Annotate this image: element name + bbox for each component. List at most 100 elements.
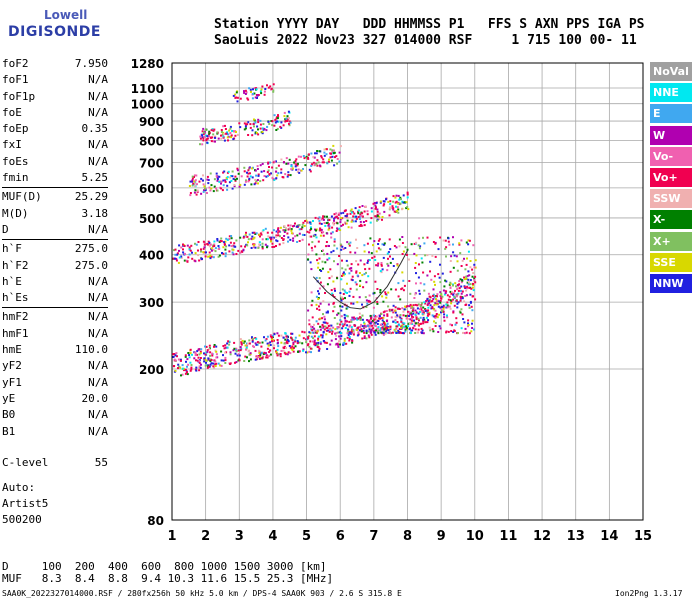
spread-point	[406, 253, 408, 256]
trace-point	[273, 339, 275, 342]
spread-point	[431, 294, 434, 297]
trace-point	[378, 329, 381, 332]
spread-point	[472, 272, 475, 274]
trace-point	[343, 343, 346, 346]
trace-point	[359, 325, 362, 328]
profile-curve	[312, 250, 408, 310]
trace-point	[222, 184, 225, 187]
spread-point	[414, 303, 417, 306]
trace-point	[221, 189, 224, 192]
trace-point	[179, 366, 182, 369]
spread-point	[398, 238, 401, 241]
spread-point	[352, 302, 355, 305]
trace-point	[261, 242, 264, 245]
trace-point	[266, 246, 268, 249]
y-tick-label: 600	[139, 182, 164, 196]
trace-point	[260, 233, 263, 236]
spread-point	[317, 240, 320, 243]
trace-point	[280, 237, 283, 239]
spread-point	[471, 309, 474, 312]
muf-row: MUF 8.3 8.4 8.8 9.4 10.3 11.6 15.5 25.3 …	[2, 572, 334, 585]
trace-point	[282, 161, 285, 164]
trace-point	[237, 349, 240, 352]
trace-point	[238, 185, 241, 188]
trace-point	[401, 200, 404, 203]
trace-point	[255, 337, 258, 340]
spread-point	[324, 292, 326, 294]
trace-point	[290, 347, 293, 350]
trace-point	[325, 153, 328, 156]
trace-point	[290, 229, 293, 232]
spread-point	[397, 295, 400, 298]
spread-point	[389, 255, 391, 258]
spread-point	[422, 271, 425, 274]
trace-point	[235, 361, 238, 364]
spread-point	[442, 307, 445, 310]
trace-point	[296, 234, 299, 237]
spread-point	[359, 259, 362, 262]
trace-point	[282, 349, 285, 352]
trace-point	[339, 218, 342, 221]
spread-point	[321, 260, 324, 263]
trace-point	[271, 336, 273, 339]
trace-point	[243, 90, 245, 93]
spread-point	[366, 325, 369, 328]
trace-point	[370, 320, 373, 323]
trace-point	[322, 340, 325, 342]
param-row-b0: B0 N/A	[2, 407, 108, 423]
spread-point	[461, 259, 464, 262]
trace-point	[202, 190, 205, 193]
trace-point	[376, 213, 379, 216]
param-label: fxI	[2, 138, 22, 152]
trace-point	[283, 235, 286, 237]
spread-point	[382, 332, 385, 335]
spread-point	[361, 318, 364, 321]
trace-point	[255, 358, 258, 361]
spread-point	[437, 305, 440, 308]
trace-point	[193, 191, 196, 194]
spread-point	[401, 242, 404, 244]
trace-point	[384, 325, 387, 328]
trace-point	[288, 158, 291, 161]
spread-point	[367, 320, 370, 323]
trace-point	[322, 231, 325, 234]
spread-point	[341, 296, 343, 299]
spread-point	[414, 332, 417, 334]
trace-point	[360, 328, 363, 331]
spread-point	[402, 289, 405, 292]
trace-point	[474, 281, 477, 284]
spread-point	[371, 256, 374, 259]
trace-point	[269, 85, 272, 88]
trace-point	[412, 312, 415, 315]
trace-point	[420, 308, 423, 311]
trace-point	[302, 337, 305, 340]
trace-point	[344, 221, 347, 224]
spread-point	[411, 306, 414, 309]
trace-point	[346, 336, 349, 339]
trace-point	[311, 163, 314, 166]
trace-point	[271, 176, 274, 179]
spread-point	[423, 242, 426, 245]
spread-point	[411, 329, 414, 332]
trace-point	[245, 123, 248, 126]
trace-point	[261, 162, 264, 165]
trace-point	[182, 251, 185, 254]
spread-point	[467, 278, 470, 281]
x-tick-label: 6	[336, 529, 345, 544]
trace-point	[270, 87, 273, 90]
trace-point	[231, 187, 234, 190]
trace-point	[232, 138, 235, 141]
spread-point	[344, 321, 347, 324]
spread-point	[389, 331, 392, 334]
spread-point	[356, 274, 359, 277]
trace-point	[327, 228, 330, 231]
spread-point	[444, 247, 447, 250]
x-tick-label: 11	[499, 529, 517, 544]
trace-point	[298, 171, 301, 174]
spread-point	[352, 295, 355, 298]
trace-point	[224, 359, 227, 362]
spread-point	[345, 259, 348, 262]
y-tick-label: 200	[139, 363, 164, 377]
trace-point	[239, 346, 242, 349]
spread-point	[308, 319, 311, 322]
